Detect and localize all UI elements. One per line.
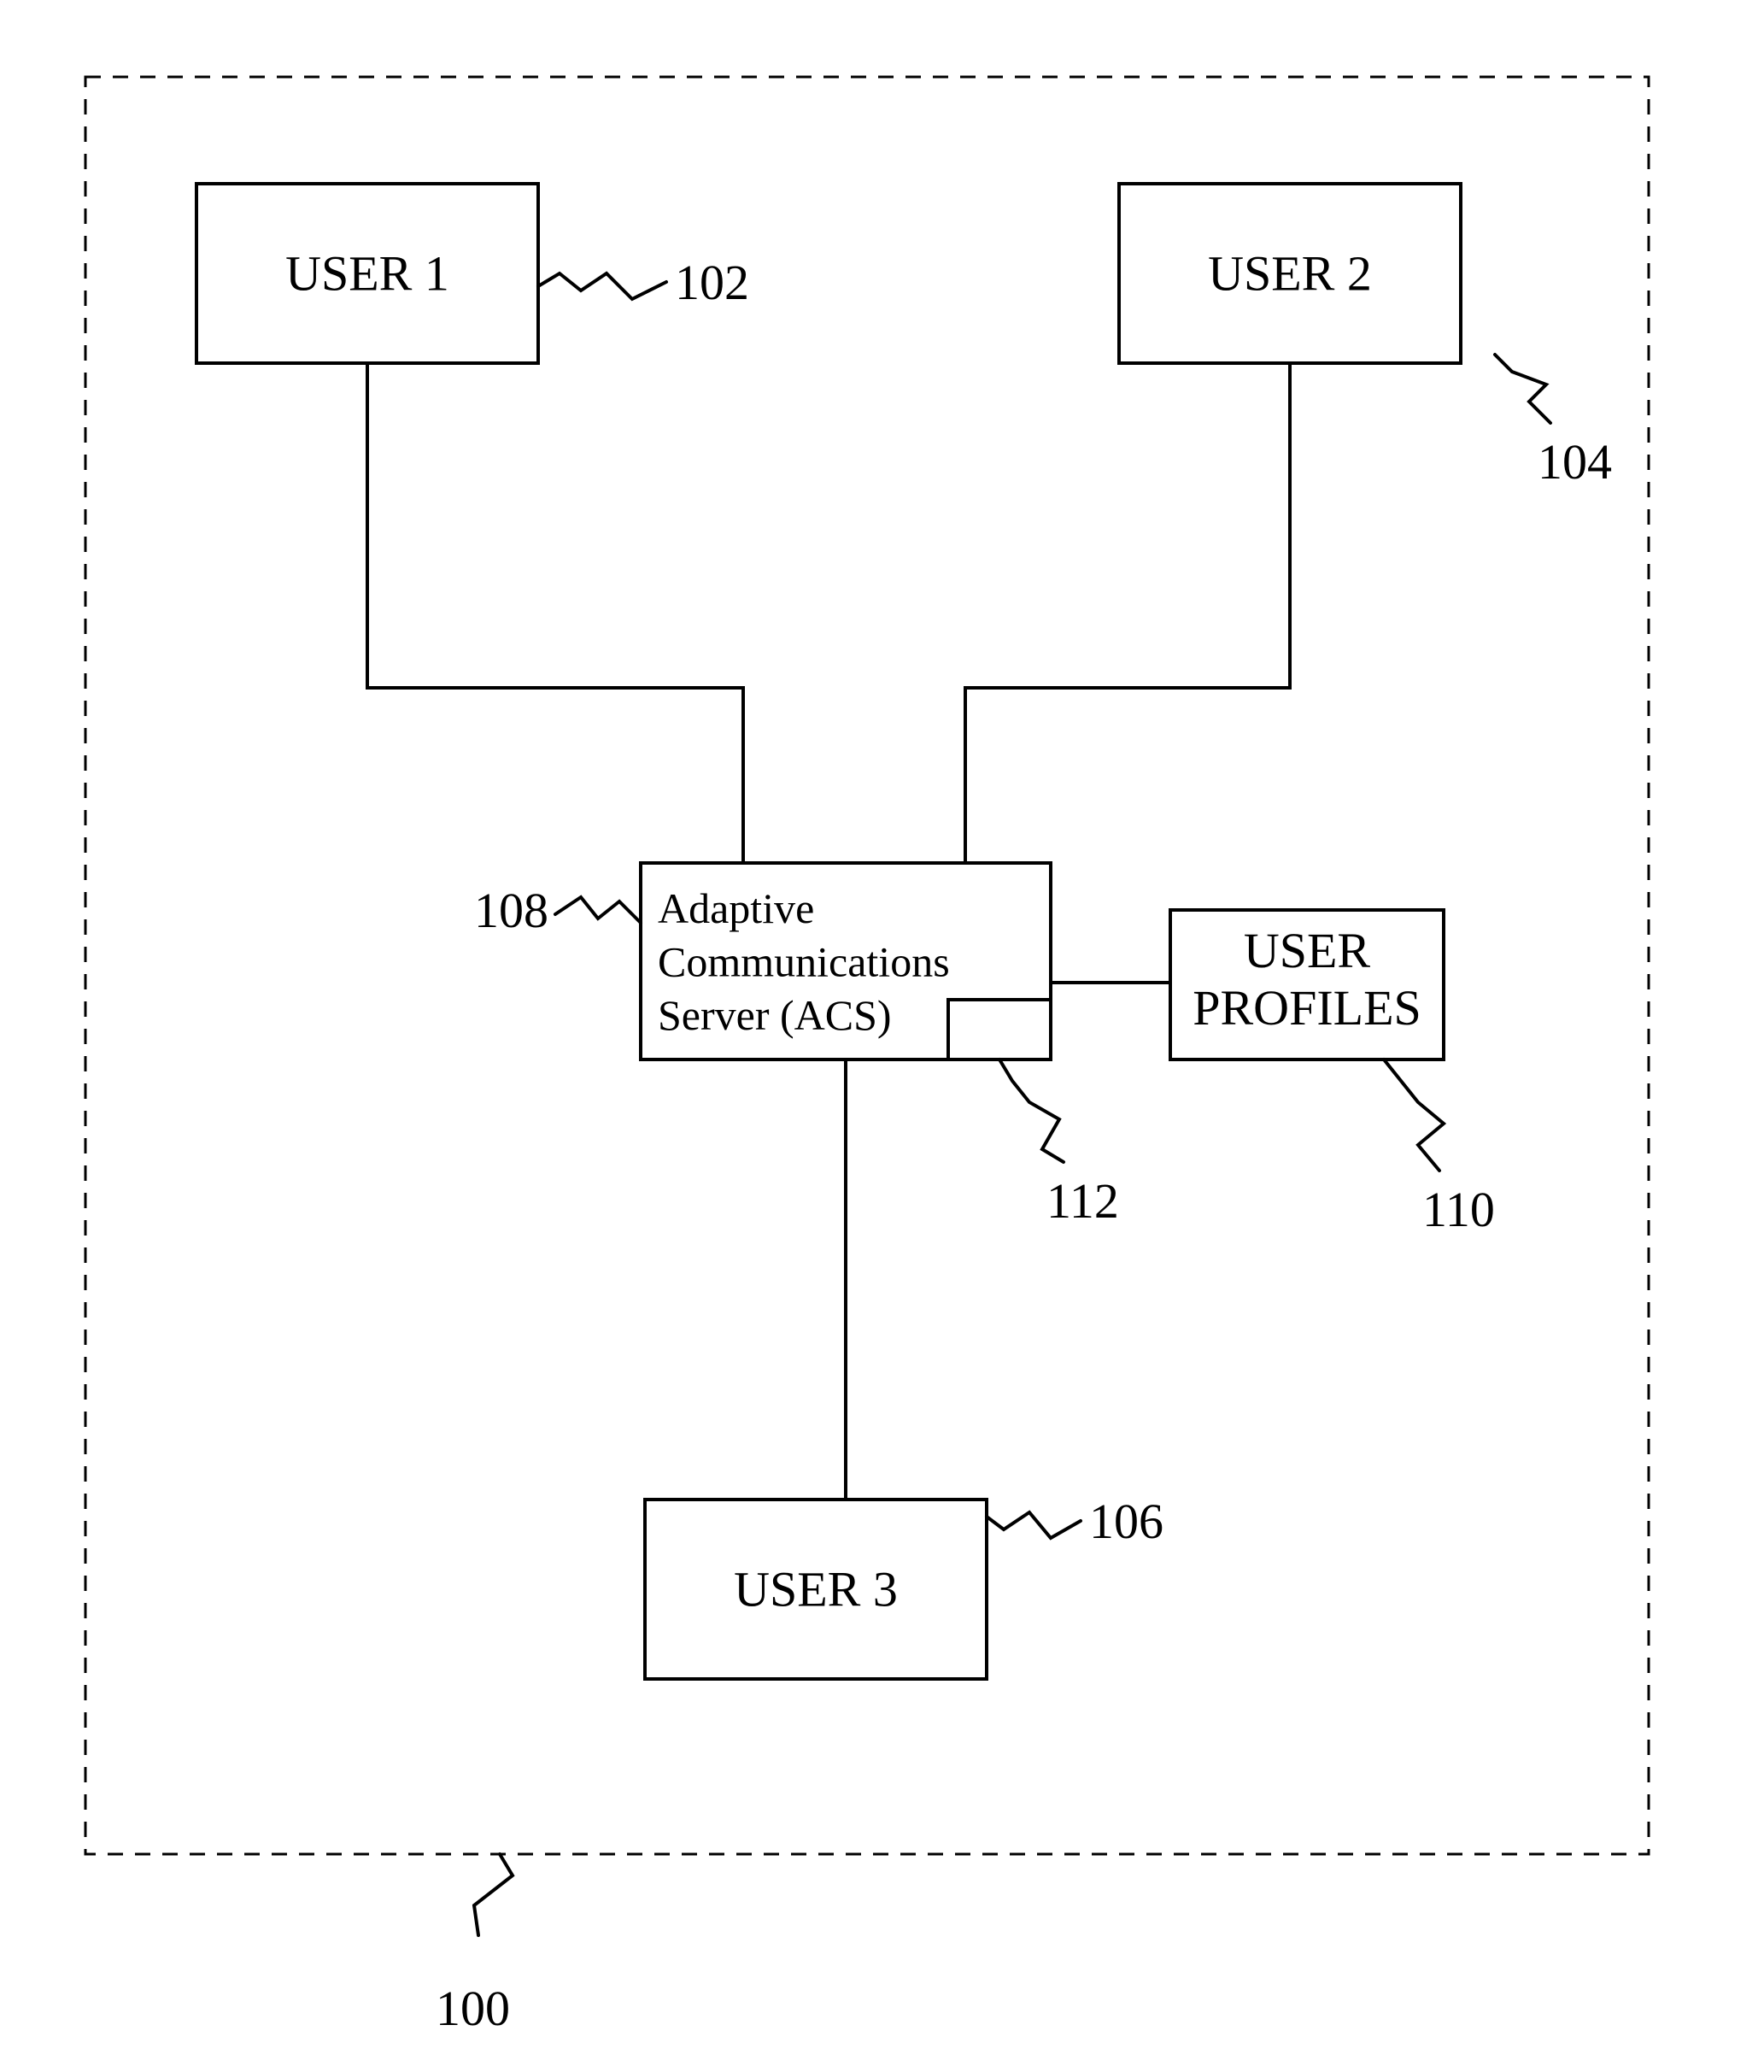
node-acs-sub (948, 1000, 1051, 1059)
ref-label-102: 102 (675, 255, 749, 310)
ref-lead-110 (1384, 1059, 1444, 1171)
ref-lead-108 (555, 897, 641, 923)
node-user3-label: USER 3 (734, 1562, 898, 1617)
node-user2-label: USER 2 (1208, 246, 1372, 302)
edge-user1-acs (367, 363, 743, 863)
node-profiles-label-1: PROFILES (1193, 980, 1421, 1036)
ref-label-100: 100 (436, 1981, 510, 2036)
node-profiles-label-0: USER (1244, 923, 1371, 978)
system-diagram: USER 1 USER 2 Adaptive Communications Server… (0, 0, 1764, 2072)
ref-lead-106 (987, 1512, 1081, 1538)
ref-label-110: 110 (1422, 1182, 1495, 1237)
ref-label-106: 106 (1089, 1494, 1163, 1549)
node-acs-label-1: Communications (658, 938, 950, 986)
node-acs-label-0: Adaptive (658, 884, 814, 932)
edge-user2-acs (965, 363, 1290, 863)
ref-lead-112 (999, 1059, 1064, 1162)
ref-label-108: 108 (474, 883, 548, 938)
node-user1-label: USER 1 (285, 246, 449, 302)
ref-lead-104 (1495, 355, 1550, 423)
ref-label-104: 104 (1538, 434, 1612, 490)
ref-lead-100 (474, 1854, 513, 1935)
ref-label-112: 112 (1046, 1173, 1119, 1229)
ref-lead-102 (538, 273, 666, 299)
node-acs-label-2: Server (ACS) (658, 991, 892, 1039)
